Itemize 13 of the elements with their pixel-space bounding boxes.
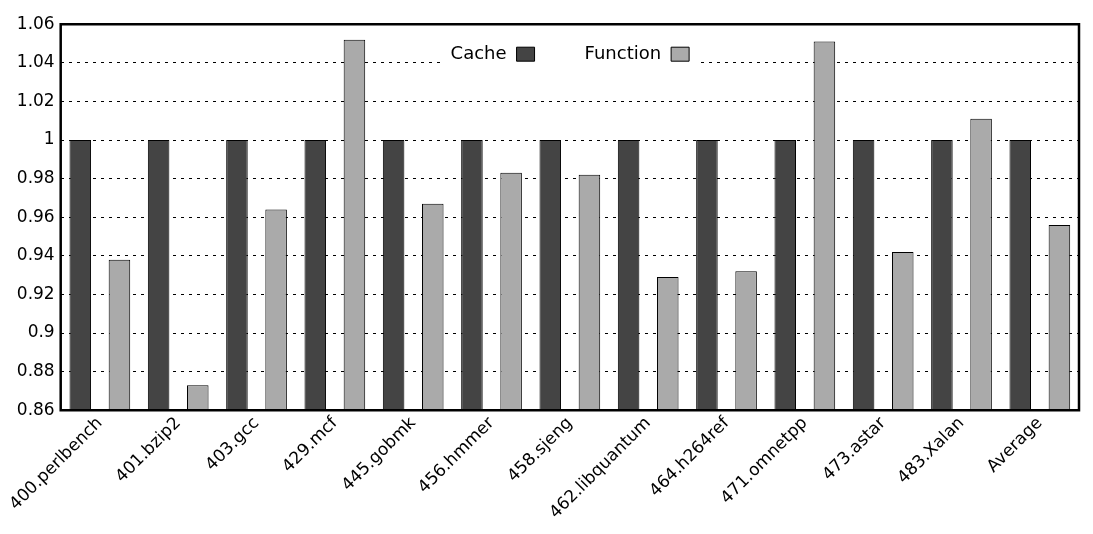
y-tick-label: 1 <box>43 128 55 149</box>
y-tick-label: 0.98 <box>16 167 55 188</box>
legend-label: Cache <box>450 41 507 63</box>
y-tick-label: 1.04 <box>16 51 55 72</box>
y-tick-label: 0.86 <box>16 398 55 419</box>
y-tick-label: 1.06 <box>16 12 55 33</box>
y-tick-label: 0.88 <box>16 360 55 381</box>
legend-label: Function <box>584 41 662 63</box>
y-tick-label: 0.94 <box>16 244 55 265</box>
y-tick-label: 0.96 <box>16 205 55 226</box>
y-tick-label: 1.02 <box>16 89 55 110</box>
y-tick-label: 0.9 <box>27 321 55 342</box>
y-tick-label: 0.92 <box>16 282 55 303</box>
